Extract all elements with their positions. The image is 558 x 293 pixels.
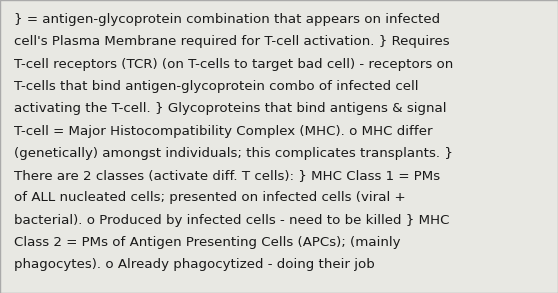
Text: There are 2 classes (activate diff. T cells): } MHC Class 1 = PMs: There are 2 classes (activate diff. T ce… xyxy=(14,169,440,182)
Text: T-cell = Major Histocompatibility Complex (MHC). o MHC differ: T-cell = Major Histocompatibility Comple… xyxy=(14,125,432,137)
Text: activating the T-cell. } Glycoproteins that bind antigens & signal: activating the T-cell. } Glycoproteins t… xyxy=(14,102,446,115)
Text: cell's Plasma Membrane required for T-cell activation. } Requires: cell's Plasma Membrane required for T-ce… xyxy=(14,35,450,48)
Text: } = antigen-glycoprotein combination that appears on infected: } = antigen-glycoprotein combination tha… xyxy=(14,13,440,26)
Text: of ALL nucleated cells; presented on infected cells (viral +: of ALL nucleated cells; presented on inf… xyxy=(14,191,406,204)
Text: T-cell receptors (TCR) (on T-cells to target bad cell) - receptors on: T-cell receptors (TCR) (on T-cells to ta… xyxy=(14,58,453,71)
Text: bacterial). o Produced by infected cells - need to be killed } MHC: bacterial). o Produced by infected cells… xyxy=(14,214,449,226)
Text: (genetically) amongst individuals; this complicates transplants. }: (genetically) amongst individuals; this … xyxy=(14,147,453,160)
Text: T-cells that bind antigen-glycoprotein combo of infected cell: T-cells that bind antigen-glycoprotein c… xyxy=(14,80,418,93)
Text: phagocytes). o Already phagocytized - doing their job: phagocytes). o Already phagocytized - do… xyxy=(14,258,375,271)
Text: Class 2 = PMs of Antigen Presenting Cells (APCs); (mainly: Class 2 = PMs of Antigen Presenting Cell… xyxy=(14,236,401,249)
